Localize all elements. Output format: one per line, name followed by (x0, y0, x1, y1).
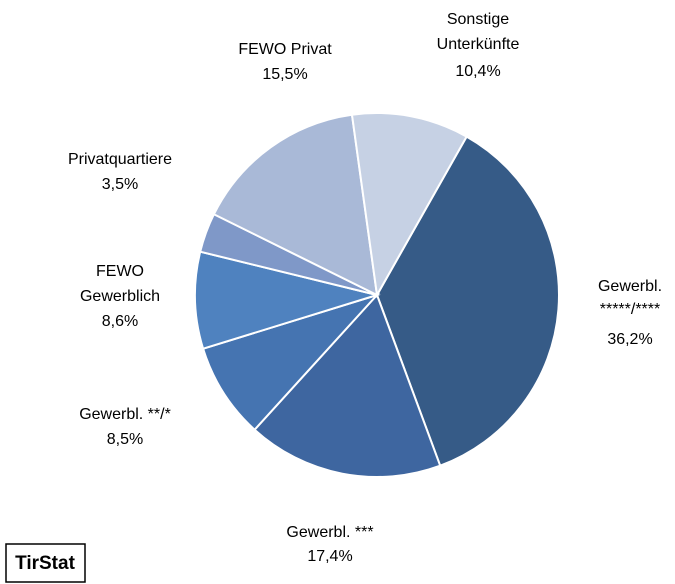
pie-slice (350, 112, 468, 299)
slice-label: Gewerbl. (598, 278, 662, 295)
source-box (5, 543, 86, 583)
slice-label: FEWO (96, 263, 144, 280)
value-label: 36,2% (607, 331, 652, 348)
pie-slice (375, 135, 560, 467)
value-label: 15,5% (262, 66, 307, 83)
slice-label: Gewerbl. **/* (79, 406, 171, 423)
pie-slice (194, 250, 381, 350)
value-label: 8,5% (107, 431, 143, 448)
pie-slice (253, 293, 442, 478)
slice-label: Unterkünfte (437, 36, 520, 53)
value-label: 3,5% (102, 176, 138, 193)
value-label: 8,6% (102, 313, 138, 330)
slice-label: Privatquartiere (68, 151, 172, 168)
pie-slice (201, 292, 381, 432)
slice-label: FEWO Privat (238, 41, 332, 58)
source: TirStat (15, 553, 76, 574)
value-label: 10,4% (455, 63, 500, 80)
value-label: 17,4% (307, 548, 352, 565)
slice-label: *****/**** (600, 301, 660, 318)
slice-label: Gewerbl. *** (286, 524, 373, 541)
slice-label: Sonstige (447, 11, 509, 28)
slice-label: Gewerblich (80, 288, 160, 305)
pie-slice (212, 113, 379, 297)
